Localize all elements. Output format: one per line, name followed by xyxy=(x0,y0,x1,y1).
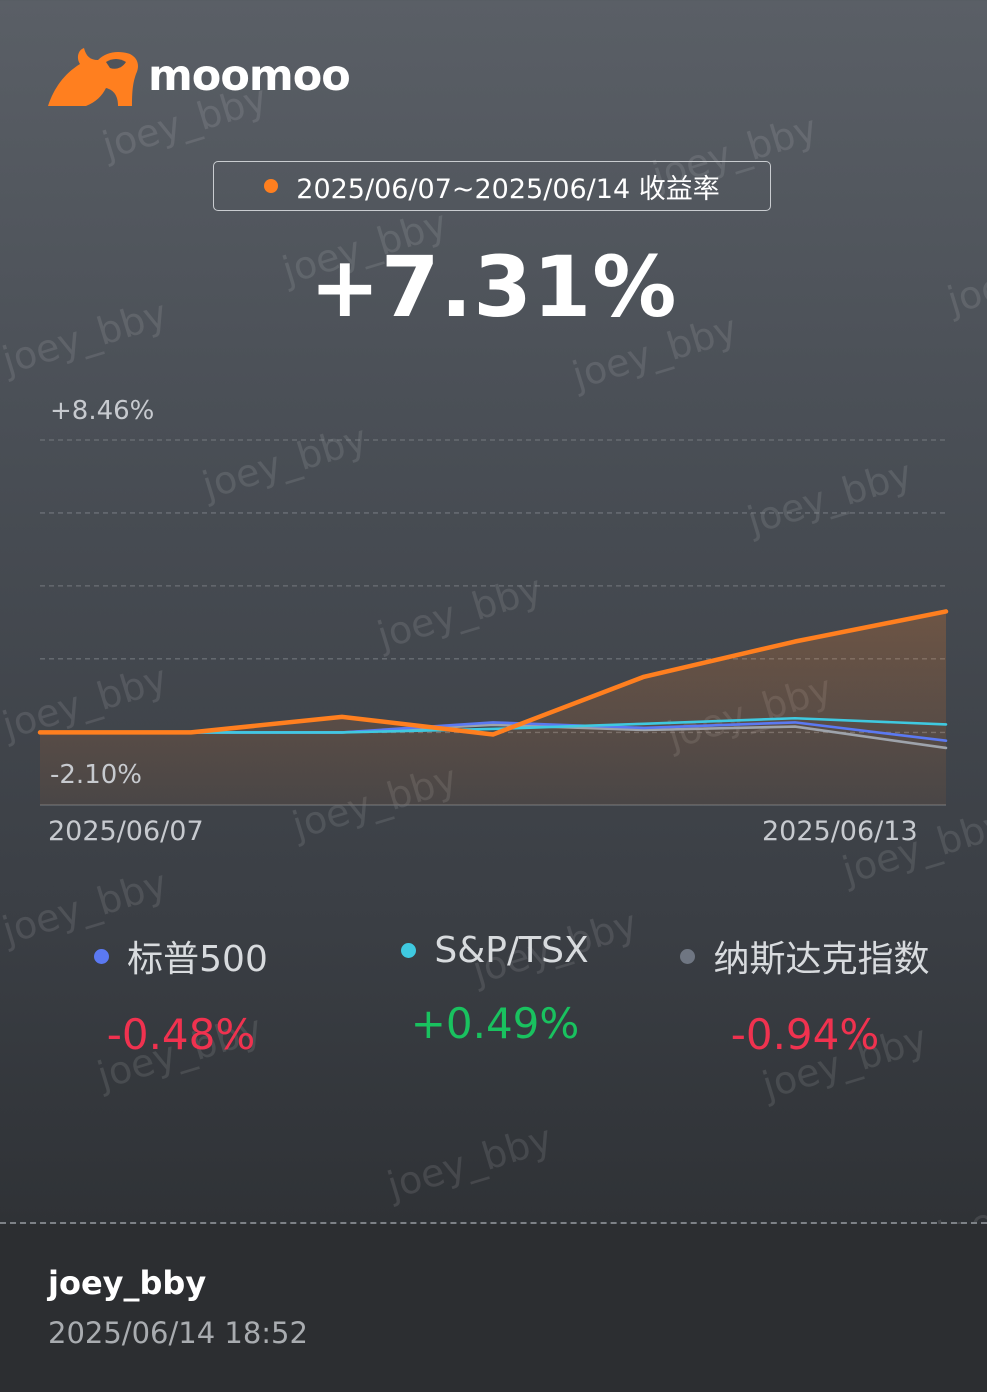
benchmark-legend: 标普500 -0.48% S&P/TSX +0.49% 纳斯达克指数 -0.94… xyxy=(0,930,987,1070)
watermark-text: joey_bby xyxy=(382,1116,558,1208)
period-label: 2025/06/07~2025/06/14 收益率 xyxy=(296,173,720,205)
legend-value-sp500: -0.48% xyxy=(106,1010,256,1059)
legend-item-nasdaq: 纳斯达克指数 -0.94% xyxy=(666,930,944,1059)
legend-name-sp500: 标普500 xyxy=(127,939,268,980)
moomoo-logo: moomoo xyxy=(46,44,351,108)
x-tick-start: 2025/06/07 xyxy=(48,816,204,847)
x-tick-end: 2025/06/13 xyxy=(762,816,918,847)
y-tick-min: -2.10% xyxy=(50,760,142,790)
legend-item-sp500: 标普500 -0.48% xyxy=(50,930,312,1059)
share-timestamp: 2025/06/14 18:52 xyxy=(48,1316,308,1350)
legend-item-tsx: S&P/TSX +0.49% xyxy=(364,930,626,1048)
legend-value-tsx: +0.49% xyxy=(410,999,580,1048)
brand-name: moomoo xyxy=(148,51,351,101)
footer-panel xyxy=(0,1224,987,1392)
username: joey_bby xyxy=(48,1264,207,1302)
y-tick-max: +8.46% xyxy=(50,396,155,426)
footer-divider xyxy=(0,1222,987,1224)
period-badge: 2025/06/07~2025/06/14 收益率 xyxy=(213,161,771,211)
nasdaq-dot-icon xyxy=(680,948,696,964)
legend-name-tsx: S&P/TSX xyxy=(434,930,589,971)
bull-logo-icon xyxy=(48,48,138,106)
legend-value-nasdaq: -0.94% xyxy=(730,1010,880,1059)
portfolio-line xyxy=(37,609,949,737)
legend-name-nasdaq: 纳斯达克指数 xyxy=(713,939,930,980)
return-chart xyxy=(37,439,949,806)
period-dot-icon xyxy=(264,179,279,193)
tsx-dot-icon xyxy=(401,943,417,958)
sp500-dot-icon xyxy=(94,948,110,964)
total-return: +7.31% xyxy=(309,238,678,336)
